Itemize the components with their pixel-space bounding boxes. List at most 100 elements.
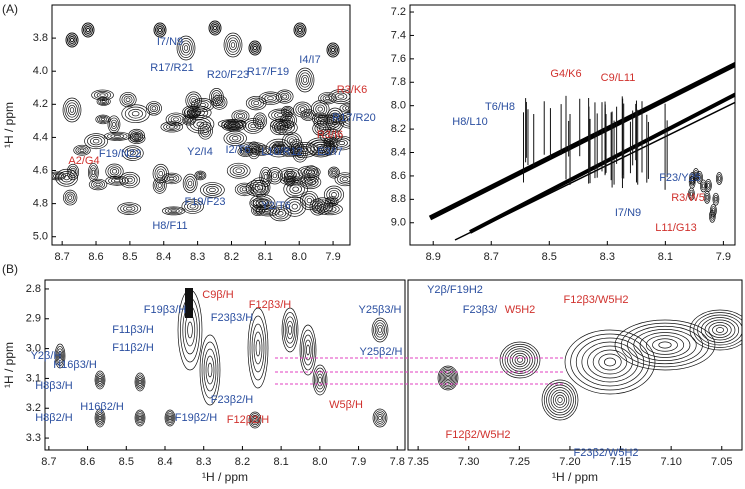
y-tick-label: 5.0 [33, 231, 48, 243]
y-tick-label: 8.4 [391, 146, 406, 158]
contour [697, 173, 702, 182]
contour [272, 173, 278, 179]
peak [185, 288, 193, 318]
contour [541, 379, 579, 421]
contour [706, 180, 711, 190]
contour [211, 24, 219, 32]
contour [89, 165, 98, 180]
annotation: Y2β/F19H2 [427, 284, 483, 296]
contour [251, 414, 259, 426]
contour [328, 189, 340, 200]
contour [183, 115, 195, 125]
contour [203, 184, 222, 196]
annotation: C9β/H [202, 289, 233, 301]
contour [509, 350, 531, 370]
contour [252, 416, 258, 424]
annotation: R17/F19 [247, 66, 289, 78]
contour [91, 89, 114, 101]
contour [97, 414, 103, 422]
contour [55, 168, 79, 187]
contour [504, 346, 536, 374]
y-tick-label: 2.8 [26, 283, 41, 295]
contour [286, 320, 294, 340]
contour [176, 35, 196, 61]
contour [186, 202, 199, 211]
contour [446, 376, 450, 380]
contour [283, 168, 296, 187]
contour [270, 118, 294, 130]
annotation: F12β3/W5H2 [563, 294, 628, 306]
annotation: C9/L11 [601, 72, 636, 84]
annotation: F23/Y25 [659, 172, 701, 184]
contour [291, 203, 298, 210]
contour [272, 207, 289, 220]
contour [328, 89, 350, 104]
contour [329, 199, 334, 204]
contour [223, 32, 243, 58]
contour [230, 42, 236, 48]
contour [300, 109, 316, 121]
annotation: H8/L10 [452, 116, 487, 128]
contour [149, 104, 159, 113]
contour [294, 146, 306, 161]
contour [68, 165, 78, 179]
contour [548, 387, 572, 413]
annotation: F23β3/ [463, 304, 498, 316]
contour [329, 168, 339, 178]
contour [502, 343, 538, 377]
contour [333, 137, 350, 149]
contour [627, 325, 703, 365]
contour [54, 343, 66, 369]
contour [248, 40, 262, 56]
contour [293, 144, 315, 156]
x-tick-label: 7.25 [509, 456, 530, 468]
annotation: Y2β/H [31, 350, 62, 362]
contour [268, 141, 289, 156]
x-tick-label: 8.5 [122, 251, 137, 263]
contour [512, 352, 528, 368]
contour [690, 191, 693, 197]
contour [253, 418, 257, 422]
contour [86, 27, 90, 33]
contour [299, 72, 311, 88]
x-tick-label: 7.9 [325, 251, 340, 263]
annotation: F19β3/H [144, 304, 186, 316]
contour [134, 409, 146, 427]
x-tick-label: 8.5 [542, 251, 557, 263]
contour [180, 40, 192, 56]
contour [120, 203, 139, 214]
contours [52, 20, 350, 222]
contour [282, 107, 293, 116]
contour [255, 205, 281, 217]
contour [282, 94, 288, 99]
contour [299, 107, 306, 112]
contour [249, 413, 261, 427]
contour [95, 114, 111, 125]
contour [77, 147, 87, 154]
contour [213, 96, 226, 108]
contour [167, 414, 173, 422]
contour [250, 42, 260, 54]
contour [273, 146, 281, 152]
y-tick-label: 7.8 [391, 76, 406, 88]
contour [304, 339, 312, 361]
contour [99, 116, 107, 122]
y-tick-label: 7.6 [391, 53, 406, 65]
panel-label: (A) [2, 2, 18, 16]
contour [126, 177, 133, 183]
contour [92, 138, 100, 144]
contour [316, 144, 325, 150]
contour [147, 102, 160, 114]
contour [717, 176, 721, 181]
contour [265, 138, 292, 158]
contour [232, 166, 245, 175]
contour [301, 329, 315, 371]
contour [286, 173, 293, 183]
annotation: R3/K6 [337, 84, 368, 96]
contour [274, 209, 287, 218]
contour [331, 114, 339, 126]
contour [300, 167, 318, 177]
contour [272, 143, 286, 153]
spectrum: 8.7 8.6 8.5 8.4 8.3 8.2 8.1 8.0 7.9 7.8 2.8 2.9 3.0 3… [2, 279, 406, 484]
contour [326, 187, 342, 202]
